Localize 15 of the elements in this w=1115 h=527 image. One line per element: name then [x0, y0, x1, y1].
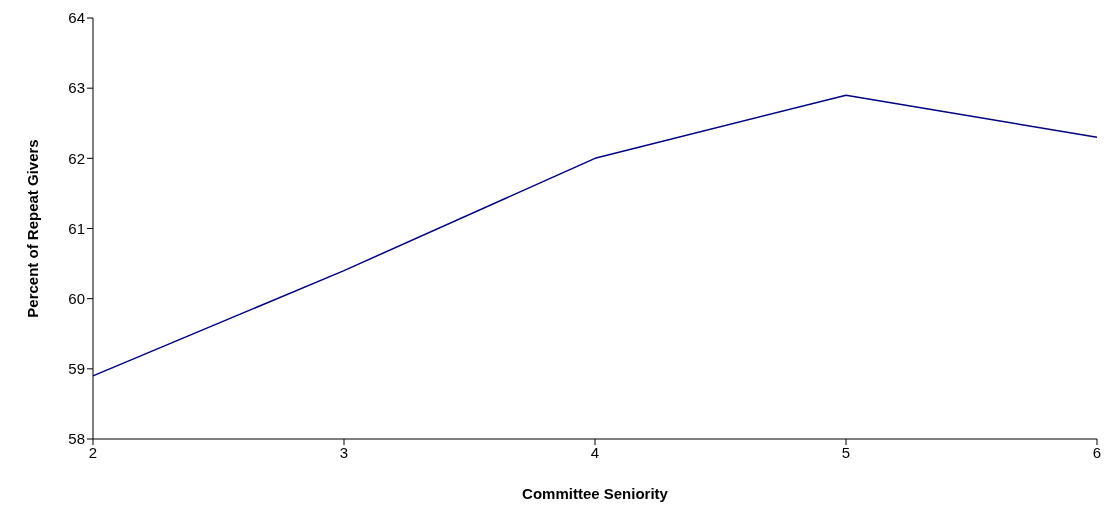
- y-tick-label: 62: [68, 149, 85, 167]
- x-tick-label: 6: [1092, 443, 1102, 461]
- y-tick-label: 63: [68, 79, 85, 97]
- x-tick-label: 4: [590, 443, 600, 461]
- x-tick-label: 2: [88, 443, 98, 461]
- x-axis-title: Committee Seniority: [522, 485, 669, 502]
- x-tick-label: 3: [339, 443, 349, 461]
- y-axis-title: Percent of Repeat Givers: [24, 139, 42, 318]
- y-tick-label: 58: [68, 430, 85, 448]
- line-series: [92, 94, 1098, 377]
- y-tick-label: 61: [68, 219, 85, 237]
- y-tick-label: 59: [68, 360, 85, 378]
- x-tick-label: 5: [841, 443, 851, 461]
- y-tick-label: 64: [68, 9, 85, 27]
- y-tick-label: 60: [68, 289, 85, 307]
